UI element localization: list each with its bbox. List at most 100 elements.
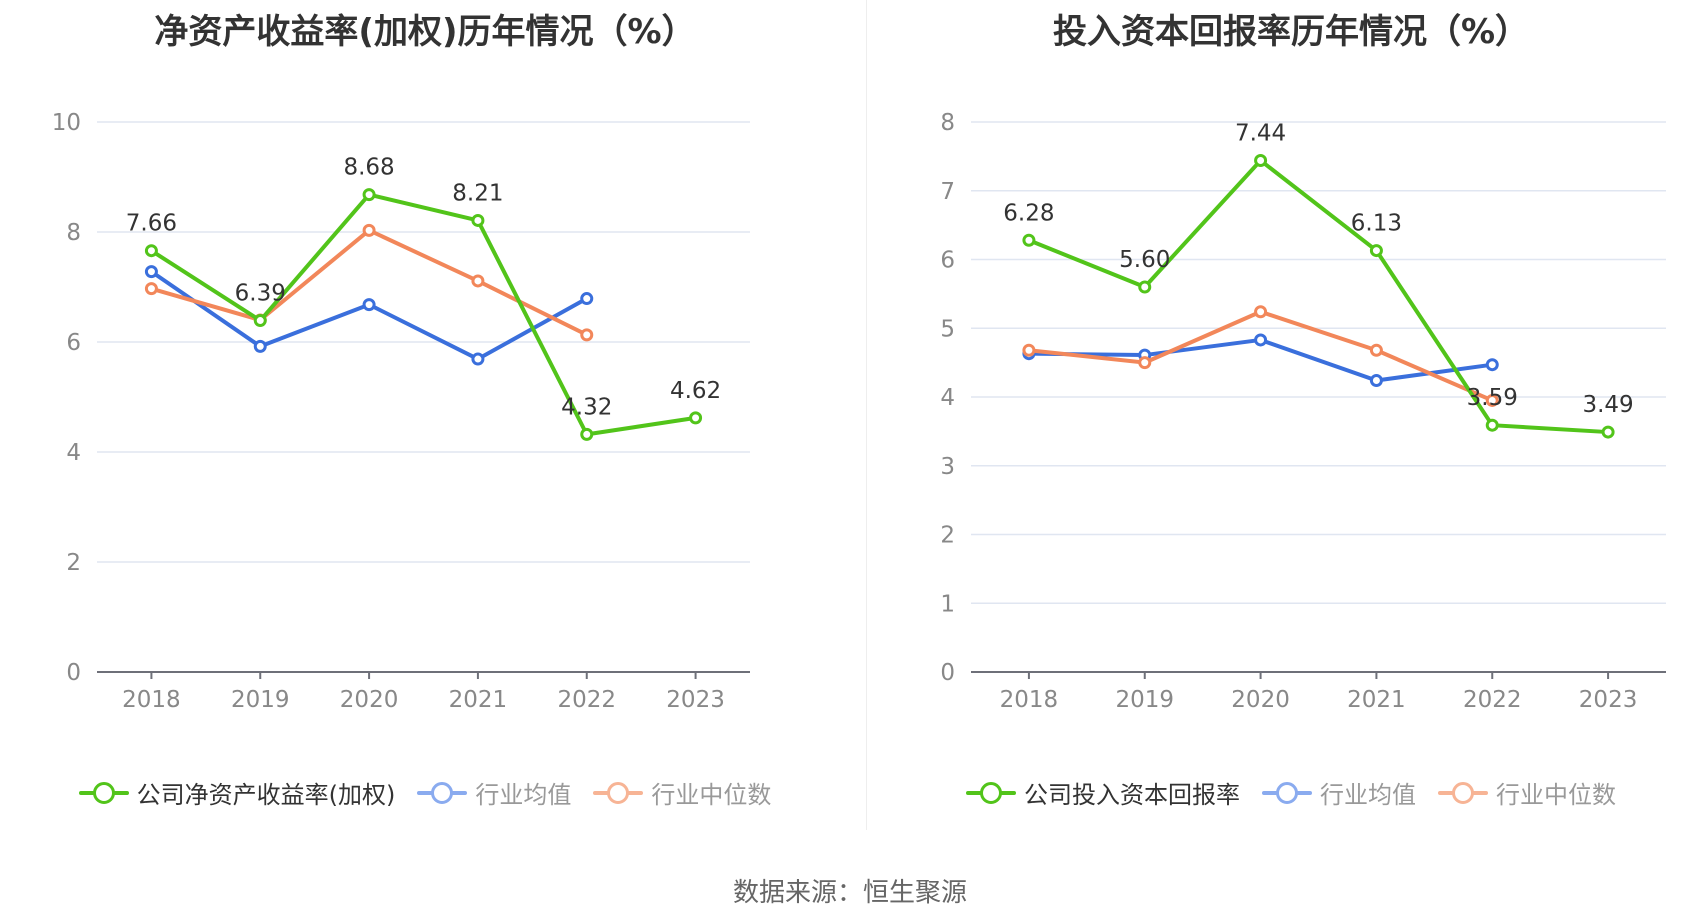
roe-chart-legend: 公司净资产收益率(加权) 行业均值 行业中位数 [0,775,850,810]
roe-chart-title: 净资产收益率(加权)历年情况（%） [154,12,696,52]
roic-x-tick-label: 2023 [1579,687,1638,713]
roe-series-2-point[interactable] [144,282,158,296]
roic-series-1-point[interactable] [1485,358,1499,372]
roic-y-tick-label: 5 [940,316,955,342]
roic-legend-item[interactable]: 行业中位数 [1438,775,1616,810]
roe-legend-marker-icon [417,781,468,805]
roic-data-label: 3.49 [1582,392,1633,418]
roe-series-0-point[interactable] [253,314,267,328]
roe-y-tick-label: 8 [66,220,81,246]
roic-series-0-point[interactable] [1138,280,1152,294]
roic-series-2-point[interactable] [1254,305,1268,319]
roic-y-tick-label: 3 [940,454,955,480]
roe-x-tick-label: 2020 [340,687,399,713]
roe-series-1-point[interactable] [362,298,376,312]
roe-series-0-point[interactable] [580,427,594,441]
roe-legend-marker-icon [78,781,129,805]
roe-series-0-point[interactable] [471,213,485,227]
roe-series-1-point[interactable] [253,339,267,353]
roe-chart-plot: 0 2 4 6 8 10 2018 2019 2020 2021 2022 2023 7.66 6.39 8… [52,110,750,713]
roic-series-0-point[interactable] [1601,425,1615,439]
roe-legend-label: 行业均值 [475,781,572,809]
roe-legend-item[interactable]: 公司净资产收益率(加权) [78,775,396,810]
roic-x-tick-label: 2021 [1347,687,1406,713]
roic-series-0-point[interactable] [1254,154,1268,167]
roic-x-tick-label: 2019 [1115,687,1174,713]
roic-series-0-point[interactable] [1485,418,1499,432]
roic-chart-legend: 公司投入资本回报率 行业均值 行业中位数 [866,775,1700,810]
roe-y-tick-label: 0 [66,660,81,686]
roe-x-tick-label: 2019 [231,687,290,713]
roic-y-tick-label: 7 [940,179,955,205]
panel-divider [866,0,867,830]
roic-y-tick-label: 0 [940,660,955,686]
roic-legend-item[interactable]: 公司投入资本回报率 [966,775,1240,810]
roe-x-tick-label: 2022 [557,687,616,713]
roic-x-tick-label: 2018 [1000,687,1059,713]
roe-y-tick-label: 2 [66,550,81,576]
roe-y-tick-label: 6 [66,330,81,356]
roic-series-0-point[interactable] [1369,244,1383,258]
roe-series-2-point[interactable] [471,274,485,288]
roic-series-line-2 [1028,309,1494,403]
roe-series-line-2 [150,228,588,337]
roe-series-0-point[interactable] [144,244,158,258]
roe-data-label: 6.39 [235,281,286,307]
roic-data-label: 5.60 [1119,247,1170,273]
roe-y-tick-label: 10 [52,110,81,136]
roic-legend-label: 公司投入资本回报率 [1024,781,1240,809]
roe-series-1-point[interactable] [580,292,594,306]
roe-data-label: 4.32 [561,394,612,420]
roe-series-0-point[interactable] [689,411,703,425]
roe-chart-panel: 净资产收益率(加权)历年情况（%） 0 2 4 6 8 10 2018 2019 2020 202… [0,0,850,830]
roic-data-label: 6.28 [1003,200,1054,226]
roic-series-line-0 [1028,158,1609,435]
roe-y-tick-label: 4 [66,440,81,466]
roic-y-tick-label: 8 [940,110,955,136]
roe-series-0-point[interactable] [362,188,376,202]
roe-series-line-0 [150,192,696,437]
roic-legend-marker-icon [1262,781,1312,805]
roe-x-tick-label: 2021 [449,687,508,713]
roe-x-tick-label: 2023 [666,687,725,713]
roic-series-2-point[interactable] [1485,393,1499,407]
roic-y-tick-label: 2 [940,523,955,549]
roe-x-tick-label: 2018 [122,687,181,713]
roe-legend-marker-icon [593,781,644,805]
roic-chart-plot: 0 1 2 3 4 5 6 7 8 2018 2019 2020 2021 2022 2023 6.28 5.6… [940,110,1666,713]
roic-y-tick-label: 6 [940,248,955,274]
roe-series-2-point[interactable] [580,328,594,342]
roe-data-label: 4.62 [670,378,721,404]
roe-series-2-point[interactable] [362,223,376,237]
roe-legend-label: 公司净资产收益率(加权) [136,781,396,809]
roic-series-0-point[interactable] [1022,233,1036,247]
roic-x-tick-label: 2020 [1231,687,1290,713]
roic-chart-panel: 投入资本回报率历年情况（%） 0 1 2 3 4 5 6 7 8 2018 2019 2020 2021… [866,0,1700,830]
roic-y-tick-label: 1 [940,591,955,617]
data-source-note: 数据来源：恒生聚源 [732,878,967,908]
roic-series-2-point[interactable] [1369,343,1383,357]
roic-y-tick-label: 4 [940,385,955,411]
roic-data-label: 6.13 [1351,211,1402,237]
roe-series-1-point[interactable] [471,352,485,366]
roic-chart-title: 投入资本回报率历年情况（%） [1052,12,1530,52]
roe-data-label: 8.21 [452,180,503,206]
roe-legend-label: 行业中位数 [651,781,772,809]
roic-series-1-point[interactable] [1369,374,1383,387]
roic-legend-item[interactable]: 行业均值 [1262,775,1416,810]
roic-legend-marker-icon [1438,781,1488,805]
roe-series-line-1 [150,269,588,362]
roe-legend-item[interactable]: 行业中位数 [593,775,771,810]
roe-legend-item[interactable]: 行业均值 [417,775,571,810]
roic-series-2-point[interactable] [1138,356,1152,370]
roic-data-label: 7.44 [1235,121,1286,147]
roe-series-1-point[interactable] [144,265,158,279]
roe-data-label: 7.66 [126,211,177,237]
roic-series-1-point[interactable] [1254,333,1268,347]
roic-x-tick-label: 2022 [1463,687,1522,713]
roic-series-2-point[interactable] [1022,343,1036,357]
roic-legend-label: 行业中位数 [1496,781,1616,809]
roic-legend-label: 行业均值 [1320,781,1416,809]
roic-data-label: 3.59 [1467,385,1518,411]
roe-data-label: 8.68 [343,155,394,181]
